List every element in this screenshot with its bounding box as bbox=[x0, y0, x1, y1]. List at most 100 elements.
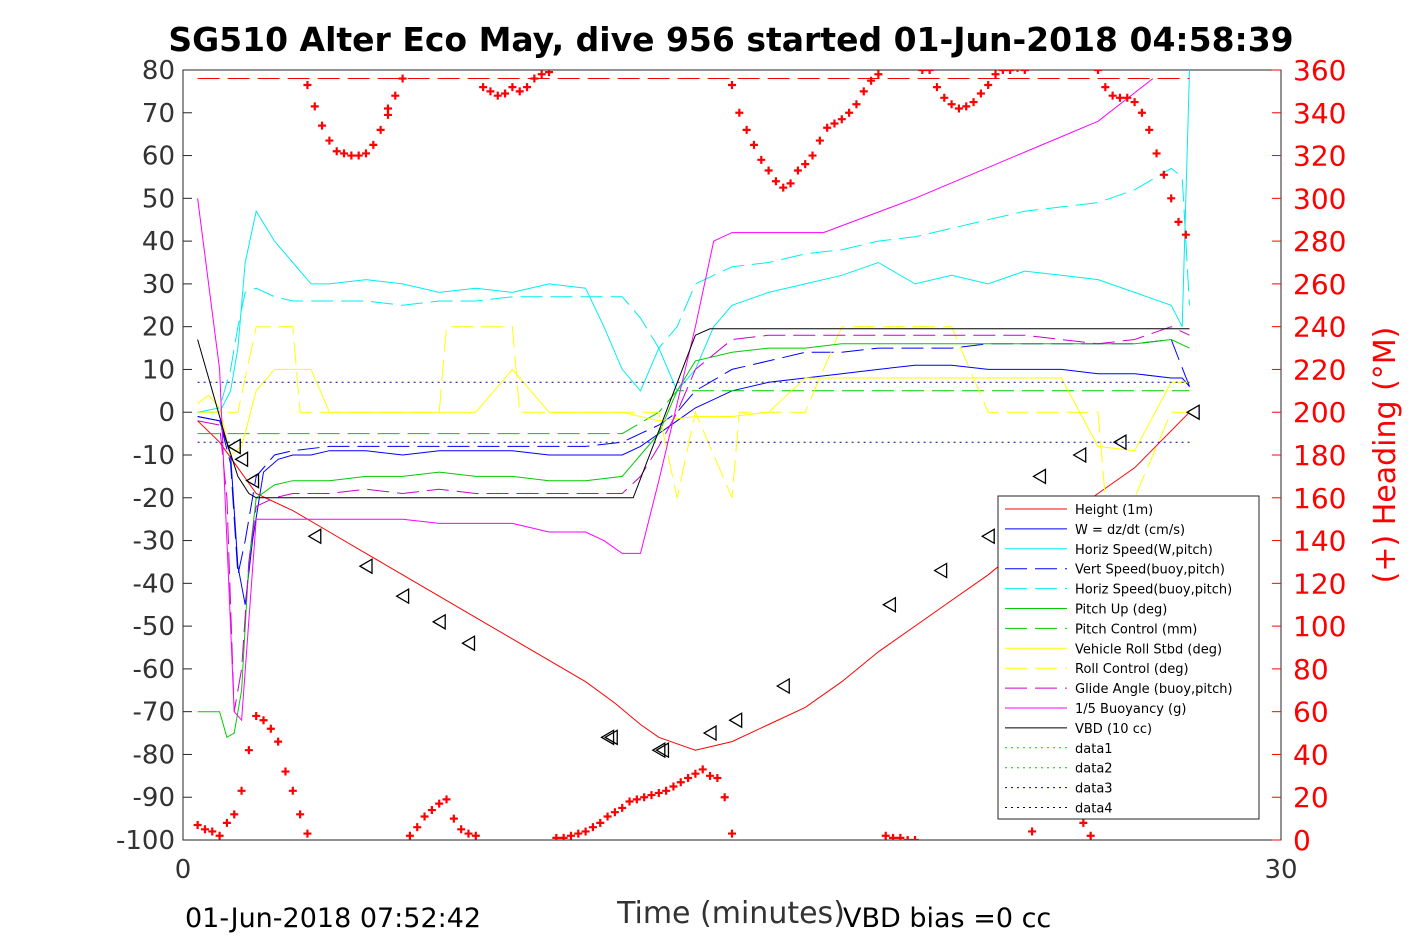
heading-point bbox=[1181, 230, 1190, 239]
depth-marker bbox=[933, 562, 948, 579]
y-tick-label: -20 bbox=[133, 484, 175, 514]
legend-label: Horiz Speed(buoy,pitch) bbox=[1075, 583, 1232, 598]
y-tick-label: -70 bbox=[133, 698, 175, 728]
heading-point bbox=[193, 821, 202, 830]
heading-point bbox=[676, 778, 685, 787]
heading-point bbox=[632, 795, 641, 804]
heading-point bbox=[259, 716, 268, 725]
heading-point bbox=[471, 831, 480, 840]
series-line-w-dz-dt-cm-s bbox=[197, 364, 1190, 605]
heading-point bbox=[859, 87, 868, 96]
heading-point bbox=[786, 179, 795, 188]
depth-marker bbox=[395, 588, 410, 605]
heading-point bbox=[976, 89, 985, 98]
heading-point bbox=[303, 80, 312, 89]
y-tick-label: 20 bbox=[142, 313, 175, 343]
right-y-tick-label: 40 bbox=[1293, 738, 1329, 771]
y-tick-label: 10 bbox=[142, 355, 175, 385]
heading-point bbox=[837, 115, 846, 124]
heading-point bbox=[288, 786, 297, 795]
heading-point bbox=[369, 140, 378, 149]
depth-marker bbox=[245, 472, 260, 489]
heading-point bbox=[1174, 217, 1183, 226]
legend-label: Vehicle Roll Stbd (deg) bbox=[1075, 642, 1222, 657]
heading-point bbox=[530, 74, 539, 83]
series-line-horiz-speed-buoy-pitch bbox=[197, 167, 1190, 413]
heading-point bbox=[669, 782, 678, 791]
series-line-roll-control-deg bbox=[197, 326, 1190, 499]
heading-point bbox=[537, 70, 546, 79]
heading-point bbox=[362, 149, 370, 158]
heading-point bbox=[874, 70, 883, 79]
y-tick-label: 30 bbox=[142, 270, 175, 300]
heading-point bbox=[1108, 91, 1117, 100]
heading-point bbox=[208, 827, 217, 836]
right-y-tick-label: 360 bbox=[1293, 54, 1346, 87]
right-y-tick-label: 100 bbox=[1293, 610, 1346, 643]
heading-point bbox=[545, 70, 553, 77]
y-tick-label: -30 bbox=[133, 527, 175, 557]
heading-point bbox=[340, 149, 349, 158]
chart-title: SG510 Alter Eco May, dive 956 started 01… bbox=[168, 20, 1293, 59]
heading-point bbox=[501, 89, 510, 98]
legend-box bbox=[997, 495, 1260, 820]
heading-point bbox=[940, 93, 949, 102]
heading-point bbox=[691, 769, 700, 778]
heading-point bbox=[244, 746, 253, 755]
heading-point bbox=[383, 104, 392, 113]
heading-point bbox=[1130, 98, 1139, 107]
series-line-1-5-buoyancy-g bbox=[197, 78, 1154, 722]
y-tick-label: 70 bbox=[142, 99, 175, 129]
heading-point bbox=[793, 166, 802, 175]
heading-point bbox=[574, 829, 583, 838]
heading-point bbox=[647, 791, 656, 800]
depth-marker bbox=[1032, 468, 1047, 485]
heading-point bbox=[405, 831, 414, 840]
heading-point bbox=[420, 812, 429, 821]
right-y-tick-label: 80 bbox=[1293, 653, 1329, 686]
depth-marker bbox=[226, 438, 241, 455]
heading-point bbox=[391, 91, 400, 100]
heading-point bbox=[911, 836, 919, 840]
legend-label: Roll Control (deg) bbox=[1075, 662, 1189, 677]
heading-point bbox=[603, 812, 612, 821]
legend-label: Pitch Up (deg) bbox=[1075, 603, 1167, 618]
heading-point bbox=[932, 83, 941, 92]
heading-point bbox=[486, 87, 495, 96]
heading-point bbox=[303, 829, 312, 838]
right-y-tick-label: 120 bbox=[1293, 567, 1346, 600]
heading-point bbox=[662, 786, 671, 795]
y-tick-label: -100 bbox=[116, 826, 175, 856]
right-y-tick-label: 300 bbox=[1293, 182, 1346, 215]
heading-point bbox=[823, 123, 832, 132]
right-y-tick-label: 280 bbox=[1293, 225, 1346, 258]
series-line-pitch-up-deg bbox=[197, 338, 1190, 739]
series-line-height-1m bbox=[197, 411, 1190, 751]
heading-point bbox=[200, 825, 209, 834]
heading-point bbox=[698, 765, 707, 774]
heading-point bbox=[296, 810, 305, 819]
legend-label: VBD (10 cc) bbox=[1075, 722, 1152, 737]
legend-items: Height (1m) W = dz/dt (cm/s) Horiz Speed(W… bbox=[1005, 503, 1233, 817]
heading-point bbox=[735, 108, 744, 117]
x-tick-label: 0 bbox=[175, 855, 192, 885]
heading-point bbox=[918, 70, 927, 74]
right-y-tick-label: 20 bbox=[1293, 781, 1329, 814]
heading-point bbox=[998, 70, 1007, 74]
y-tick-label: -60 bbox=[133, 655, 175, 685]
heading-point bbox=[625, 797, 634, 806]
heading-point bbox=[984, 80, 993, 89]
heading-point bbox=[1079, 818, 1088, 827]
heading-layer bbox=[193, 70, 1190, 840]
depth-marker bbox=[1112, 434, 1127, 451]
heading-point bbox=[728, 829, 736, 838]
x-tick-label: 30 bbox=[1264, 855, 1297, 885]
heading-point bbox=[266, 724, 275, 733]
legend-label: Height (1m) bbox=[1075, 503, 1153, 518]
heading-point bbox=[954, 104, 963, 113]
heading-point bbox=[559, 833, 568, 840]
x-axis-label: Time (minutes) bbox=[616, 896, 845, 931]
depth-marker bbox=[431, 613, 446, 630]
